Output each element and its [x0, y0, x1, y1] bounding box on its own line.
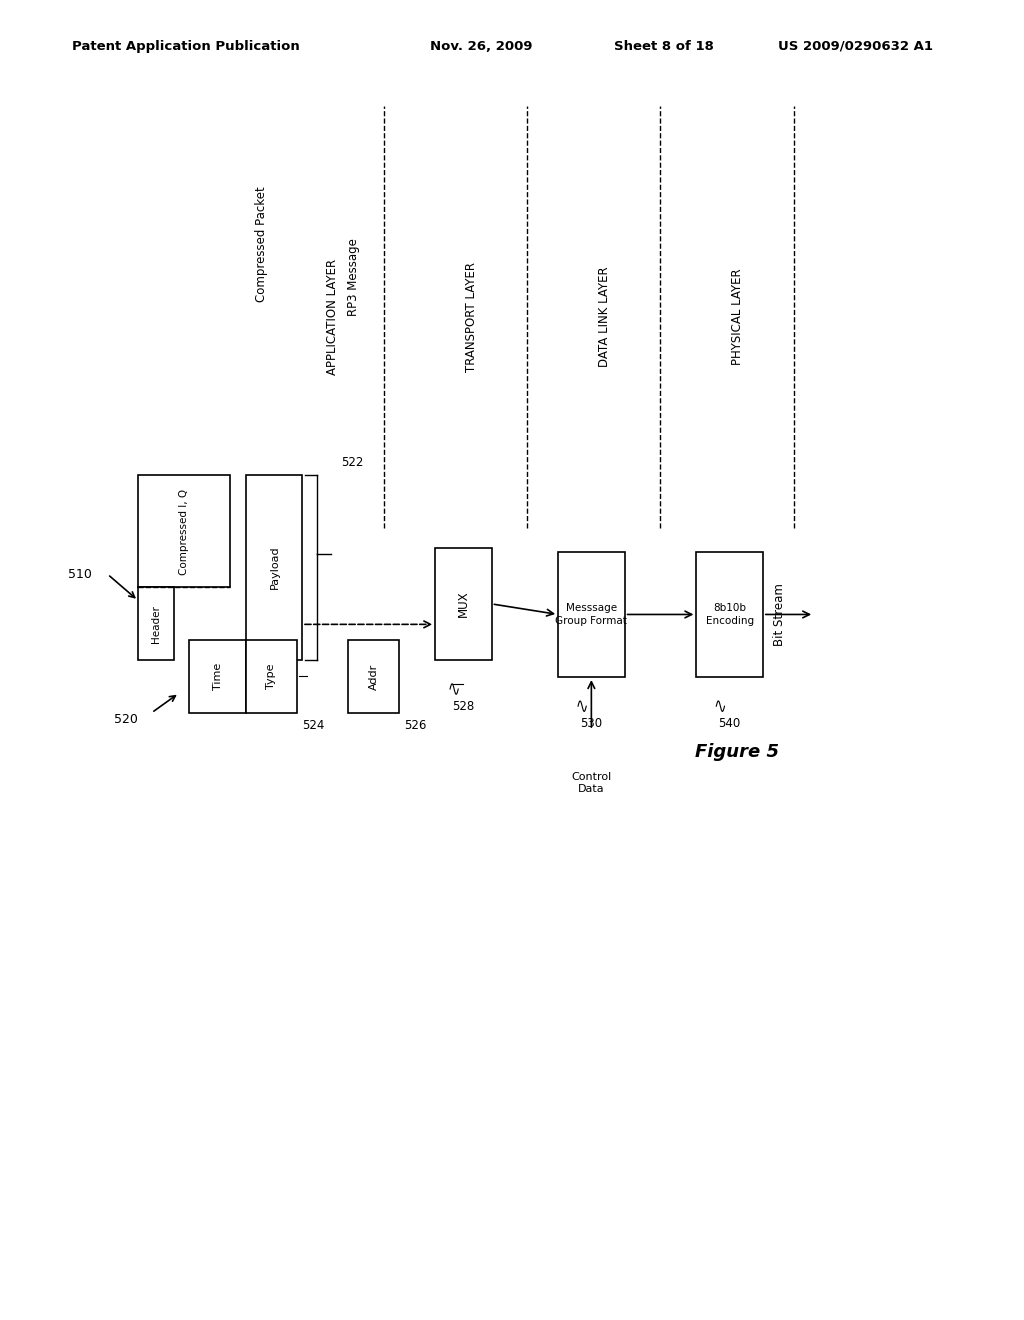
Text: RP3 Message: RP3 Message: [347, 239, 359, 315]
Text: 520: 520: [115, 713, 138, 726]
Text: US 2009/0290632 A1: US 2009/0290632 A1: [778, 40, 933, 53]
FancyBboxPatch shape: [138, 475, 230, 587]
Text: 8b10b
Encoding: 8b10b Encoding: [706, 603, 754, 626]
FancyBboxPatch shape: [348, 640, 399, 713]
Text: Control
Data: Control Data: [571, 772, 611, 793]
Text: Sheet 8 of 18: Sheet 8 of 18: [614, 40, 715, 53]
FancyBboxPatch shape: [696, 552, 763, 677]
Text: Figure 5: Figure 5: [695, 743, 779, 762]
Text: Compressed I, Q: Compressed I, Q: [179, 488, 189, 576]
Text: 540: 540: [719, 717, 740, 730]
Text: APPLICATION LAYER: APPLICATION LAYER: [327, 259, 339, 375]
Text: Nov. 26, 2009: Nov. 26, 2009: [430, 40, 532, 53]
FancyBboxPatch shape: [246, 640, 297, 713]
Text: 528: 528: [453, 700, 474, 713]
FancyBboxPatch shape: [558, 552, 625, 677]
Text: Type: Type: [266, 664, 276, 689]
Text: 530: 530: [581, 717, 602, 730]
Text: 522: 522: [341, 455, 364, 469]
FancyBboxPatch shape: [435, 548, 492, 660]
Text: Bit Stream: Bit Stream: [773, 583, 786, 645]
Text: DATA LINK LAYER: DATA LINK LAYER: [598, 267, 610, 367]
Text: Addr: Addr: [369, 664, 379, 689]
FancyBboxPatch shape: [138, 587, 174, 660]
Text: 526: 526: [404, 719, 427, 733]
Text: MUX: MUX: [457, 590, 470, 618]
Text: Patent Application Publication: Patent Application Publication: [72, 40, 299, 53]
Text: Time: Time: [213, 663, 222, 690]
Text: 524: 524: [302, 719, 325, 733]
Text: Header: Header: [152, 606, 161, 643]
Text: TRANSPORT LAYER: TRANSPORT LAYER: [465, 261, 477, 372]
Text: Payload: Payload: [269, 545, 280, 590]
Text: Messsage
Group Format: Messsage Group Format: [555, 603, 628, 626]
FancyBboxPatch shape: [189, 640, 246, 713]
Text: Compressed Packet: Compressed Packet: [255, 186, 267, 302]
FancyBboxPatch shape: [246, 475, 302, 660]
Text: PHYSICAL LAYER: PHYSICAL LAYER: [731, 268, 743, 366]
Text: 510: 510: [69, 568, 92, 581]
